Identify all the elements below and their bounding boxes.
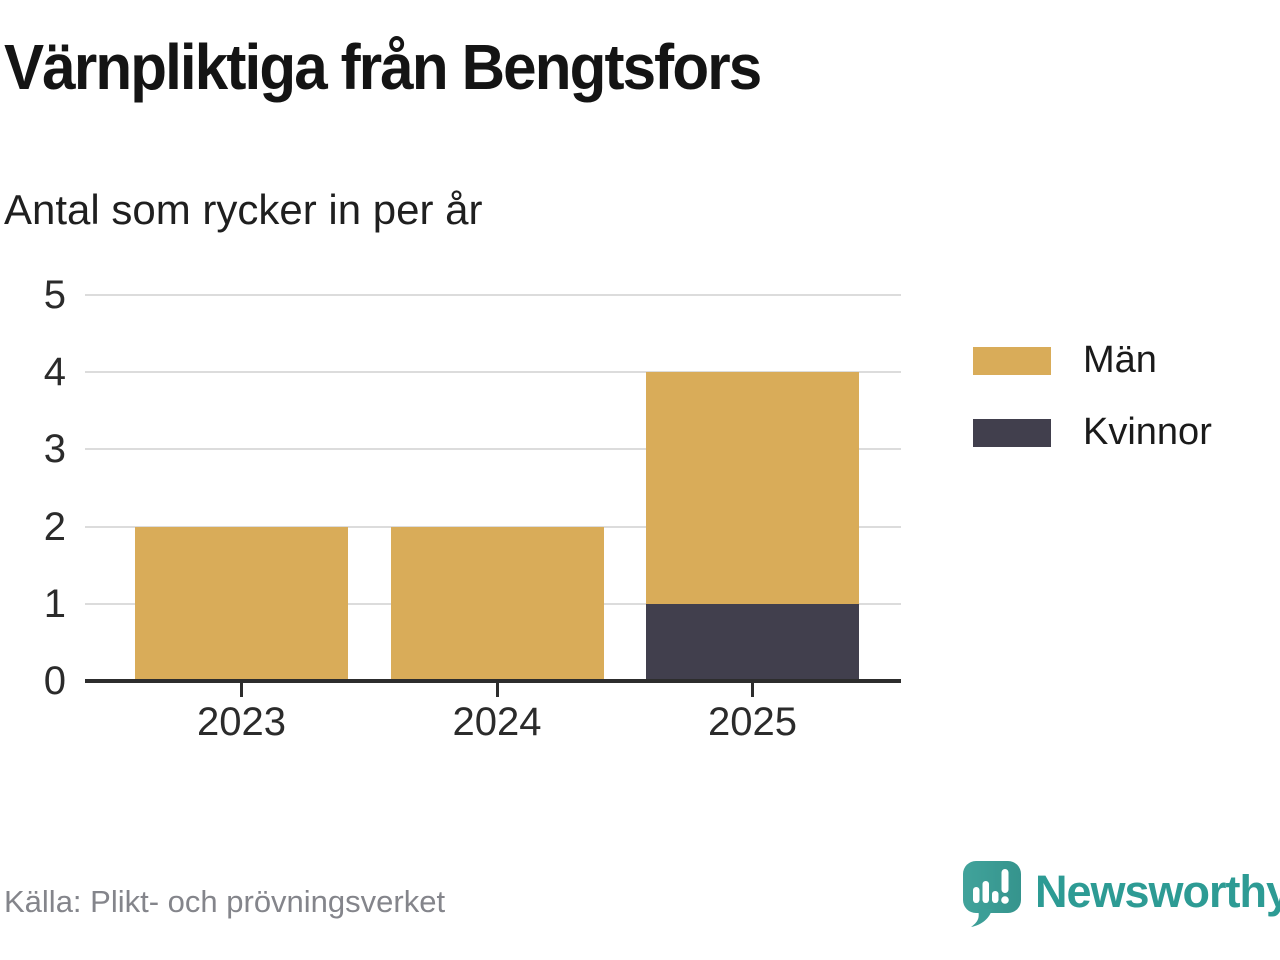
bar-2023-Män <box>135 526 348 681</box>
source-text: Källa: Plikt- och prövningsverket <box>4 884 446 919</box>
x-tick-2024 <box>495 683 499 697</box>
y-axis-label-1: 1 <box>43 581 66 626</box>
gridline-4 <box>85 371 901 374</box>
newsworthy-logo: Newsworthy <box>963 861 1280 928</box>
gridline-5 <box>85 294 901 296</box>
chart-title: Värnpliktiga från Bengtsfors <box>4 31 762 103</box>
x-tick-2025 <box>751 683 754 697</box>
brand-name: Newsworthy <box>1035 866 1280 917</box>
x-axis-label-2024: 2024 <box>452 700 542 744</box>
legend-label-kvinnor: Kvinnor <box>1083 411 1212 453</box>
legend-swatch-man <box>973 346 1051 375</box>
y-axis-label-4: 4 <box>43 350 66 395</box>
legend-swatch-kvinnor <box>973 418 1051 447</box>
x-axis-label-2025: 2025 <box>708 700 797 744</box>
y-axis-label-0: 0 <box>43 659 66 703</box>
y-axis-label-2: 2 <box>43 504 66 549</box>
speech-bubble-bar-chart-icon <box>963 861 1021 927</box>
bar-2025-Kvinnor <box>646 603 859 681</box>
legend-item-man: Män <box>973 339 1212 382</box>
y-axis-label-3: 3 <box>43 427 66 472</box>
x-axis-label-2023: 2023 <box>197 700 286 744</box>
chart-subtitle: Antal som rycker in per år <box>4 186 483 233</box>
gridline-3 <box>85 448 901 451</box>
legend-item-kvinnor: Kvinnor <box>973 411 1212 454</box>
x-tick-2023 <box>240 683 243 697</box>
x-axis-line <box>85 679 901 683</box>
legend: Män Kvinnor <box>973 339 1212 483</box>
bar-2024-Män <box>390 526 604 681</box>
legend-label-man: Män <box>1083 339 1157 381</box>
bar-2025-Män <box>646 372 859 604</box>
y-axis-label-5: 5 <box>43 273 66 317</box>
